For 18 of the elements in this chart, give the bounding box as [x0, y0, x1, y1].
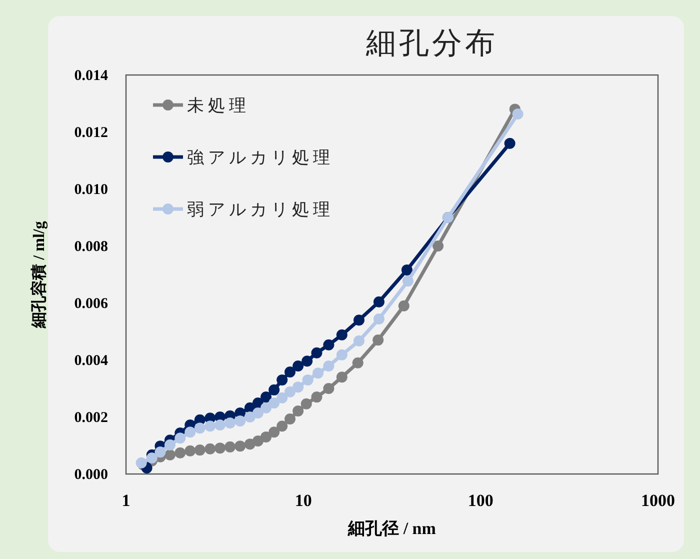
- y-tick-label: 0.006: [74, 296, 108, 312]
- y-tick-label: 0.000: [74, 467, 108, 483]
- y-tick-label: 0.010: [74, 182, 108, 198]
- legend-label: 強アルカリ処理: [187, 148, 334, 168]
- y-axis-title: 細孔容積 / ml/g: [29, 221, 48, 329]
- x-tick-label: 100: [468, 491, 494, 510]
- y-tick-label: 0.014: [74, 68, 108, 84]
- y-tick-label: 0.008: [74, 239, 108, 255]
- y-tick-label: 0.002: [74, 410, 108, 426]
- y-tick-label: 0.004: [74, 353, 108, 369]
- y-tick-label: 0.012: [74, 125, 108, 141]
- chart-title: 細孔分布: [365, 26, 498, 61]
- legend-label: 弱アルカリ処理: [187, 200, 334, 220]
- x-tick-label: 10: [294, 491, 312, 510]
- x-tick-label: 1: [122, 491, 130, 510]
- x-axis-title: 細孔径 / nm: [347, 519, 436, 538]
- legend-label: 未処理: [187, 96, 250, 116]
- x-tick-label: 1000: [641, 491, 675, 510]
